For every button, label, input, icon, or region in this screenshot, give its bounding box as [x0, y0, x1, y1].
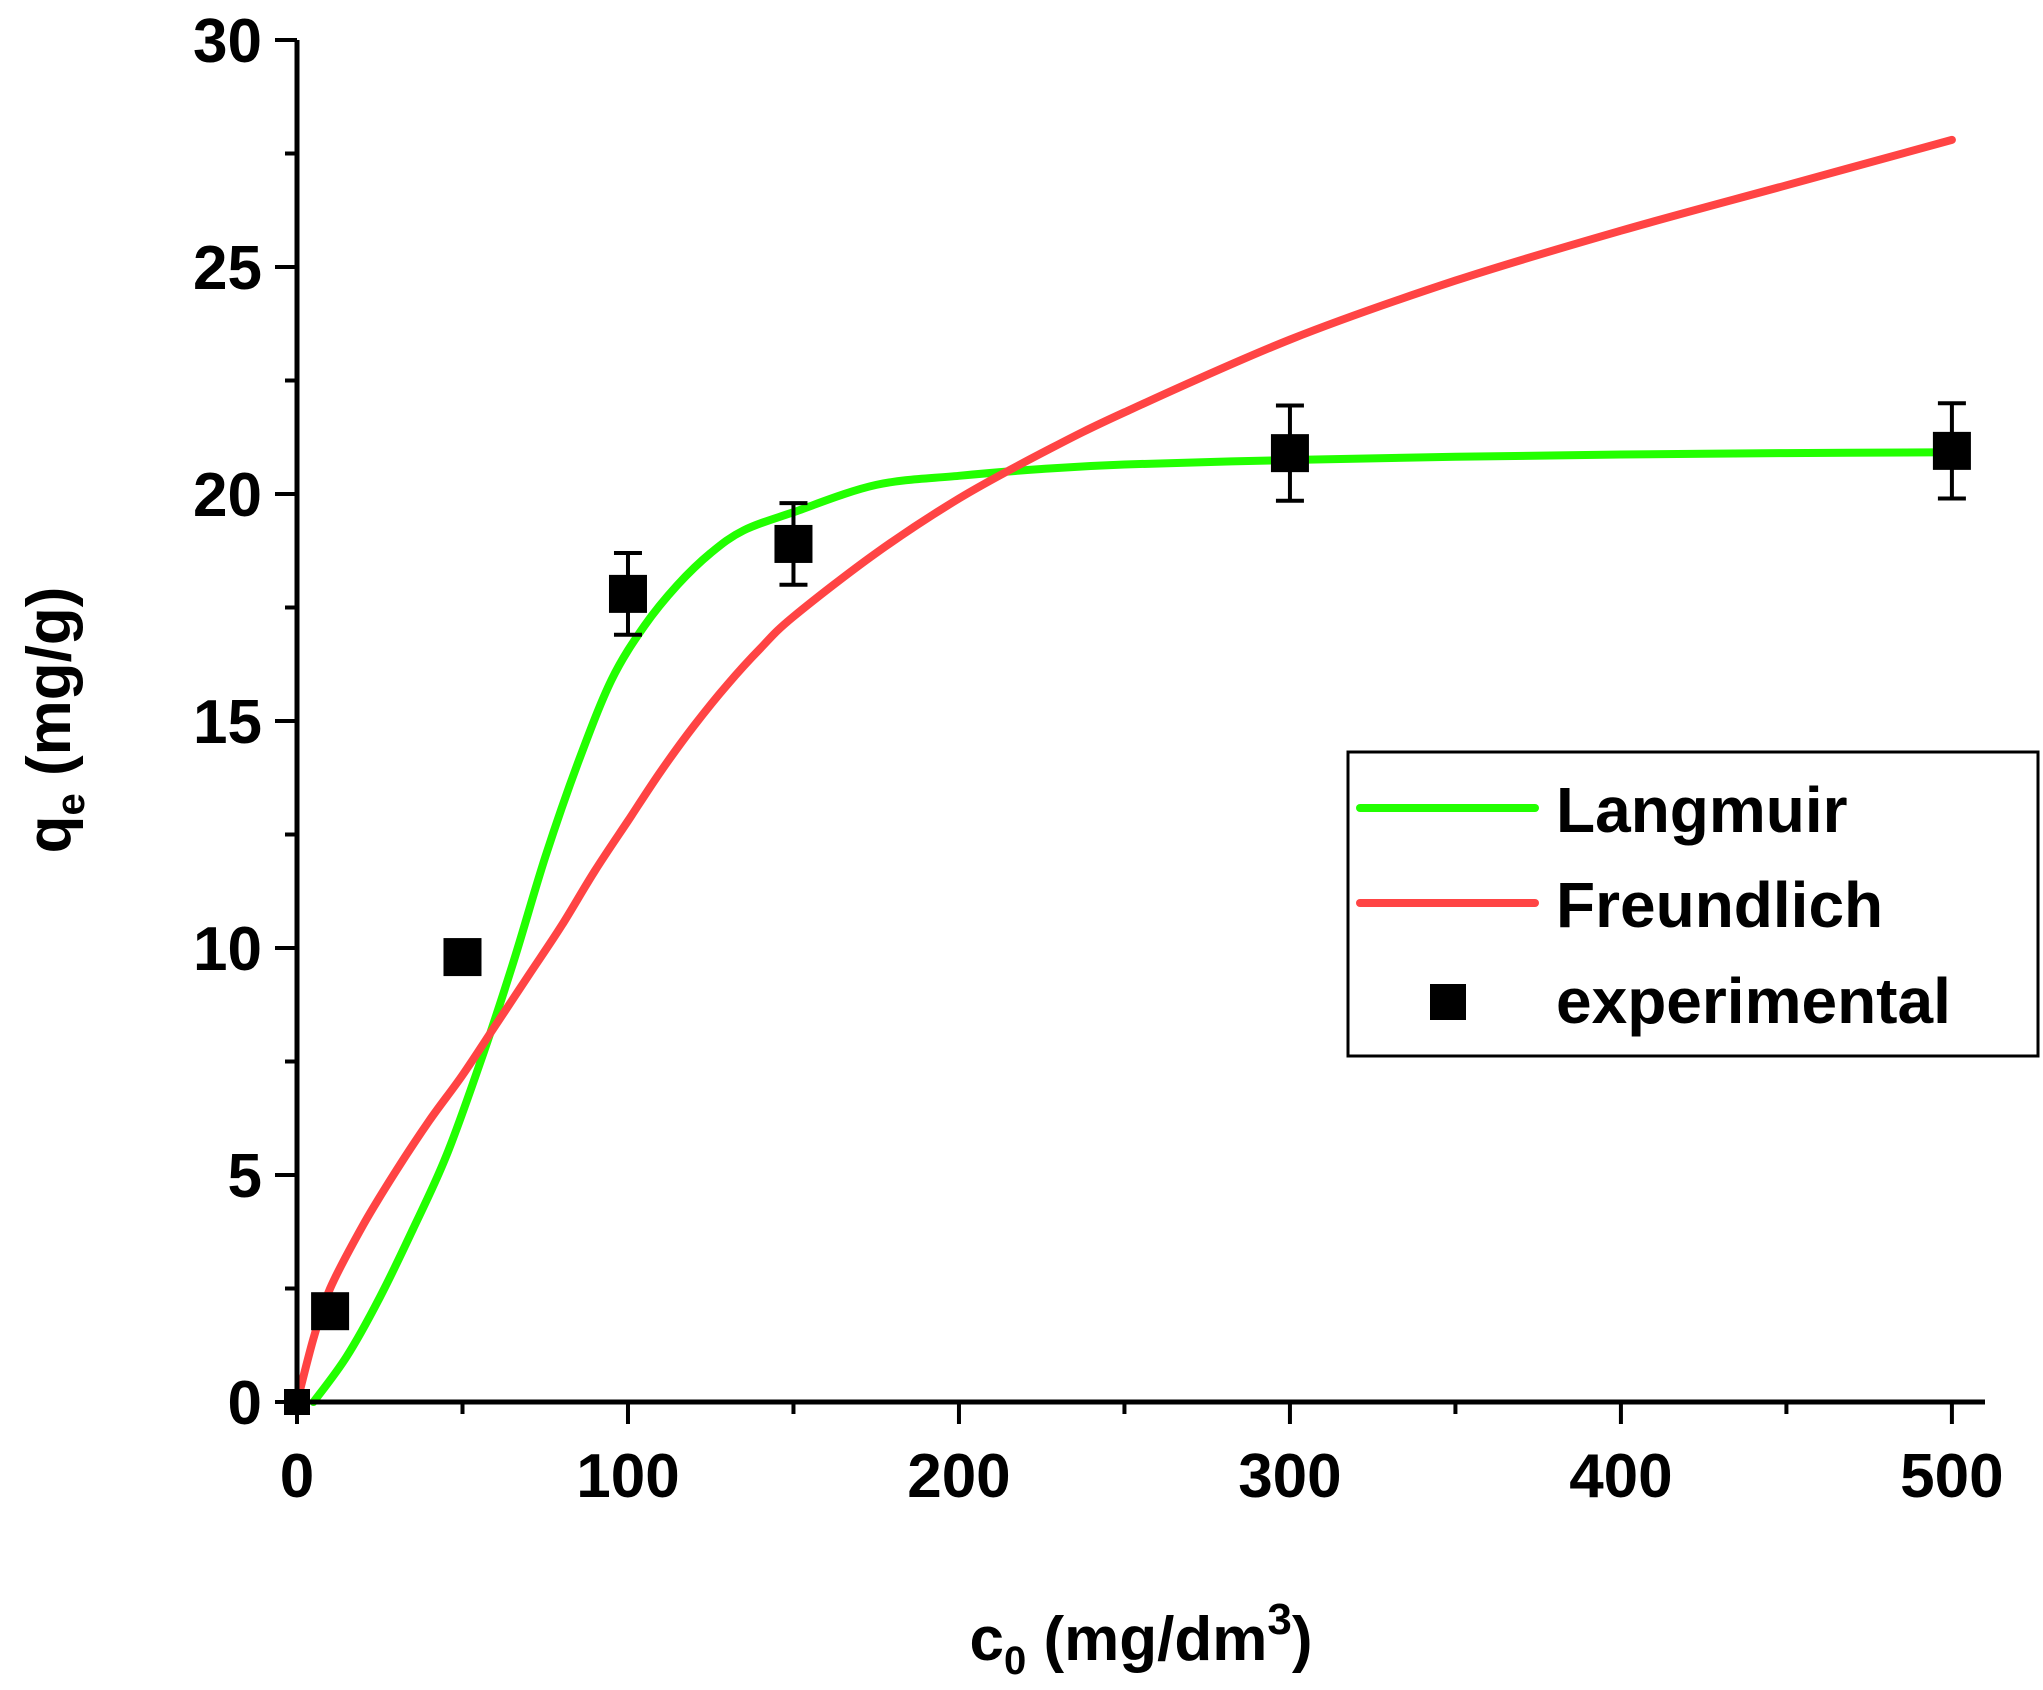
experimental-point: [443, 938, 482, 977]
legend-freundlich-label: Freundlich: [1556, 869, 1883, 941]
x-axis-label-sup: 3: [1267, 1595, 1291, 1644]
y-axis-ticks: 0 5 10 15 20 25 30: [193, 7, 297, 1438]
freundlich-curve: [293, 135, 1956, 1406]
legend-experimental-label: experimental: [1556, 965, 1951, 1037]
y-tick-label: 10: [193, 915, 262, 984]
experimental-point: [608, 574, 647, 613]
experimental-point: [1932, 431, 1971, 470]
legend-langmuir-label: Langmuir: [1556, 774, 1848, 846]
y-axis-label-unit: (mg/g): [15, 587, 84, 794]
y-tick-label: 0: [228, 1369, 262, 1438]
experimental-point: [311, 1292, 350, 1331]
x-axis-label-sub: 0: [1004, 1639, 1026, 1683]
experimental-point: [774, 524, 813, 563]
x-axis-label-unit: (mg/dm: [1026, 1605, 1267, 1674]
langmuir-curve: [309, 448, 1956, 1406]
y-axis-label-sub: e: [49, 793, 93, 815]
x-axis-label-close: ): [1292, 1605, 1313, 1674]
legend: Langmuir Freundlich experimental: [1346, 750, 2040, 1058]
plot-points: [284, 401, 1971, 1415]
x-tick-label: 400: [1569, 1442, 1672, 1511]
x-tick-label: 100: [576, 1442, 679, 1511]
y-axis-label-main: q: [15, 816, 84, 854]
x-tick-label: 500: [1900, 1442, 2003, 1511]
x-axis-ticks: 0 100 200 300 400 500: [280, 1402, 2004, 1511]
legend-experimental-marker: [1430, 984, 1466, 1020]
y-tick-label: 25: [193, 234, 262, 303]
x-tick-label: 0: [280, 1442, 314, 1511]
x-axis-label-main: c: [970, 1605, 1004, 1674]
experimental-point: [1270, 434, 1309, 473]
y-axis-label: qe (mg/g): [15, 587, 93, 854]
y-tick-label: 20: [193, 461, 262, 530]
y-tick-label: 15: [193, 688, 262, 757]
plot-lines: [293, 135, 1956, 1406]
y-tick-label: 5: [228, 1142, 262, 1211]
x-tick-label: 300: [1238, 1442, 1341, 1511]
x-tick-label: 200: [907, 1442, 1010, 1511]
x-axis-label: c0 (mg/dm3): [970, 1595, 1313, 1683]
y-tick-label: 30: [193, 7, 262, 76]
